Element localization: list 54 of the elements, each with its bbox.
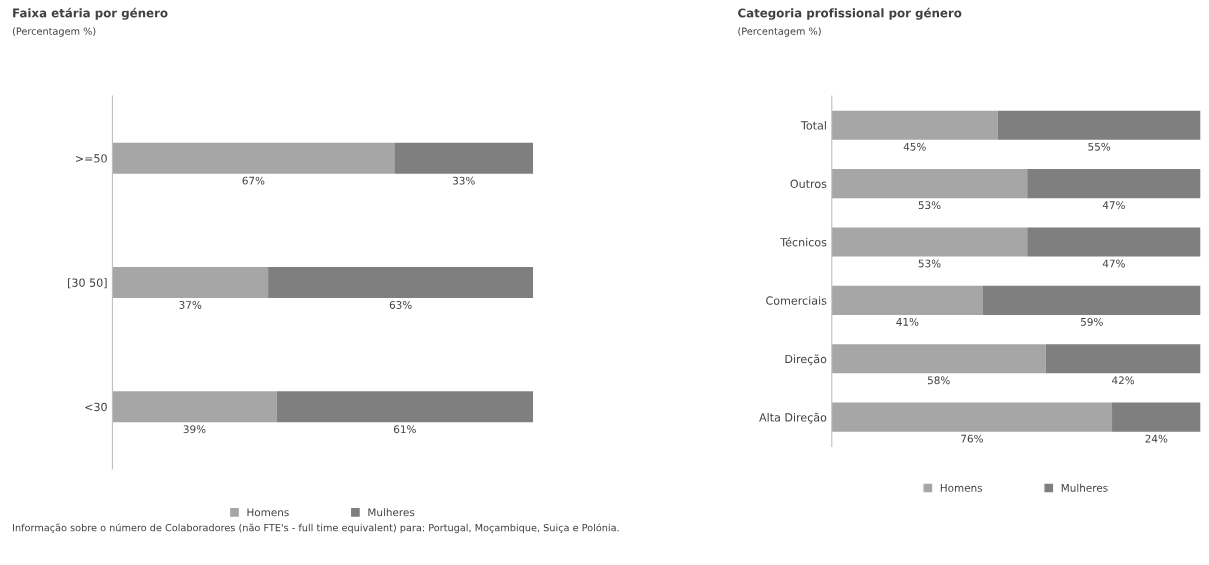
chart-title: Faixa etária por género: [13, 7, 168, 20]
data-label: 45%: [903, 142, 926, 151]
bar: [394, 142, 534, 174]
y-tick-label: <30: [85, 402, 107, 412]
y-tick-label: Direção: [785, 354, 827, 366]
bar: [831, 285, 983, 315]
legend-label: Mulheres: [1061, 483, 1108, 492]
bar: [1027, 169, 1201, 199]
bar: [268, 266, 534, 299]
data-label: 61%: [394, 425, 416, 434]
y-tick-label: Alta Direção: [759, 412, 827, 424]
data-label: 47%: [1102, 201, 1125, 210]
y-tick-label: Técnicos: [780, 237, 827, 247]
bar: [1112, 402, 1201, 432]
data-label: 58%: [927, 376, 950, 385]
bar: [831, 169, 1028, 199]
bar: [112, 266, 269, 299]
legend-label: Mulheres: [368, 508, 415, 517]
data-label: 53%: [918, 259, 941, 268]
bar: [982, 285, 1201, 315]
data-label: 39%: [183, 425, 206, 434]
chart-subtitle: (Percentagem %): [12, 27, 96, 37]
bar: [1027, 227, 1201, 257]
y-tick-label: >=50: [75, 154, 107, 163]
bar: [831, 402, 1113, 432]
data-label: 55%: [1088, 142, 1111, 151]
text: Informação sobre o número de Colaboradores (não FTE's - full time equivalent) para: Portugal, Moçambique, Suiça e Polónia.: [13, 523, 619, 534]
data-label: 42%: [1112, 376, 1135, 385]
y-tick-label: Total: [800, 121, 826, 130]
data-label: 24%: [1145, 434, 1168, 443]
y-tick-label: [30 50]: [68, 278, 107, 289]
chart-subtitle: (Percentagem %): [738, 27, 821, 37]
data-label: 47%: [1102, 259, 1125, 268]
data-label: 53%: [918, 201, 941, 210]
bar: [831, 344, 1046, 374]
bar: [112, 142, 395, 174]
chart-title: Categoria profissional por género: [738, 7, 962, 20]
data-label: 67%: [242, 176, 265, 185]
bar: [112, 391, 277, 423]
data-label: 59%: [1080, 317, 1103, 326]
bar: [997, 110, 1201, 140]
data-label: 41%: [896, 317, 919, 326]
data-label: 76%: [961, 434, 983, 443]
bar: [1045, 344, 1201, 374]
data-label: 33%: [452, 176, 475, 185]
data-label: 37%: [179, 301, 202, 309]
y-tick-label: Outros: [790, 179, 827, 188]
legend-label: Homens: [940, 484, 983, 492]
bar: [831, 110, 998, 140]
bar: [276, 391, 534, 423]
y-tick-label: Comerciais: [766, 296, 827, 305]
legend-label: Homens: [247, 508, 289, 517]
data-label: 63%: [389, 301, 412, 309]
bar: [831, 227, 1028, 257]
